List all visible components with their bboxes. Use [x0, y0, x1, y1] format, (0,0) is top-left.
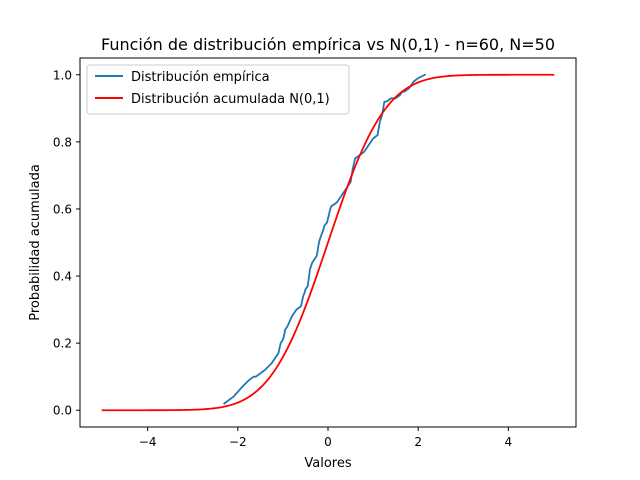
x-tick-label: −2 — [229, 435, 247, 449]
y-axis-label: Probabilidad acumulada — [28, 164, 43, 321]
chart-title: Función de distribución empírica vs N(0,… — [101, 35, 555, 54]
y-tick-label: 0.8 — [53, 135, 72, 149]
x-axis-label: Valores — [304, 456, 351, 471]
legend-label-empirical: Distribución empírica — [131, 70, 270, 85]
y-tick-label: 0.0 — [53, 404, 72, 418]
y-tick-label: 0.4 — [53, 270, 72, 284]
x-tick-label: 4 — [505, 435, 513, 449]
series-line-empirical — [223, 73, 427, 405]
y-tick-label: 0.6 — [53, 202, 72, 216]
x-tick-label: 0 — [324, 435, 332, 449]
y-tick-label: 1.0 — [53, 68, 72, 82]
x-tick-label: −4 — [139, 435, 157, 449]
series-layer — [101, 73, 555, 412]
legend-label-normal-cdf: Distribución acumulada N(0,1) — [131, 92, 330, 107]
x-axis-ticks: −4 −2 0 2 4 — [139, 427, 512, 449]
legend-frame — [86, 64, 350, 115]
series-line-normal-cdf — [101, 73, 555, 412]
x-tick-label: 2 — [414, 435, 422, 449]
y-tick-label: 0.2 — [53, 337, 72, 351]
legend: Distribución empírica Distribución acumu… — [86, 64, 350, 115]
y-axis-ticks: 0.0 0.2 0.4 0.6 0.8 1.0 — [53, 68, 80, 418]
